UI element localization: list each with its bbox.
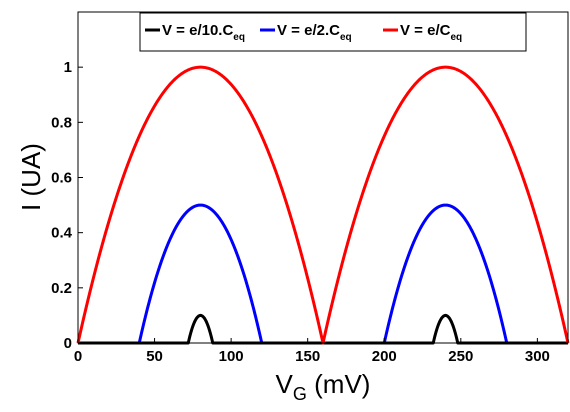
legend: V = e/10.Ceq V = e/2.Ceq V = e/Ceq	[139, 12, 527, 52]
legend-entry-1: V = e/10.Ceq	[162, 22, 245, 43]
x-tick-label-1: 50	[146, 348, 163, 365]
x-axis-label-main: V	[276, 369, 294, 399]
y-tick-label-3: 0.6	[51, 170, 72, 187]
y-tick-label-5: 1	[64, 59, 72, 76]
x-axis-label: VG (mV)	[276, 369, 371, 404]
x-axis-label-sub: G	[293, 384, 307, 404]
y-tick-label-4: 0.8	[51, 114, 72, 131]
x-tick-label-5: 250	[448, 348, 473, 365]
x-tick-label-0: 0	[74, 348, 82, 365]
x-tick-label-6: 300	[525, 348, 550, 365]
y-tick-label-1: 0.2	[51, 280, 72, 297]
plot-background	[78, 12, 568, 343]
legend-entry-3: V = e/Ceq	[400, 22, 462, 43]
x-tick-label-4: 200	[372, 348, 397, 365]
legend-entry-2: V = e/2.Ceq	[277, 22, 352, 43]
x-axis-label-unit: (mV)	[307, 369, 371, 399]
y-axis-label: I (UA)	[16, 143, 46, 211]
legend-box	[139, 12, 527, 52]
tick-layer: 0 50 100 150 200 250 300 0 0.2 0.4 0.6 0.8 1	[51, 59, 550, 365]
x-tick-label-2: 100	[219, 348, 244, 365]
y-tick-label-2: 0.4	[51, 225, 73, 242]
x-tick-label-3: 150	[295, 348, 320, 365]
y-tick-label-0: 0	[64, 335, 72, 352]
